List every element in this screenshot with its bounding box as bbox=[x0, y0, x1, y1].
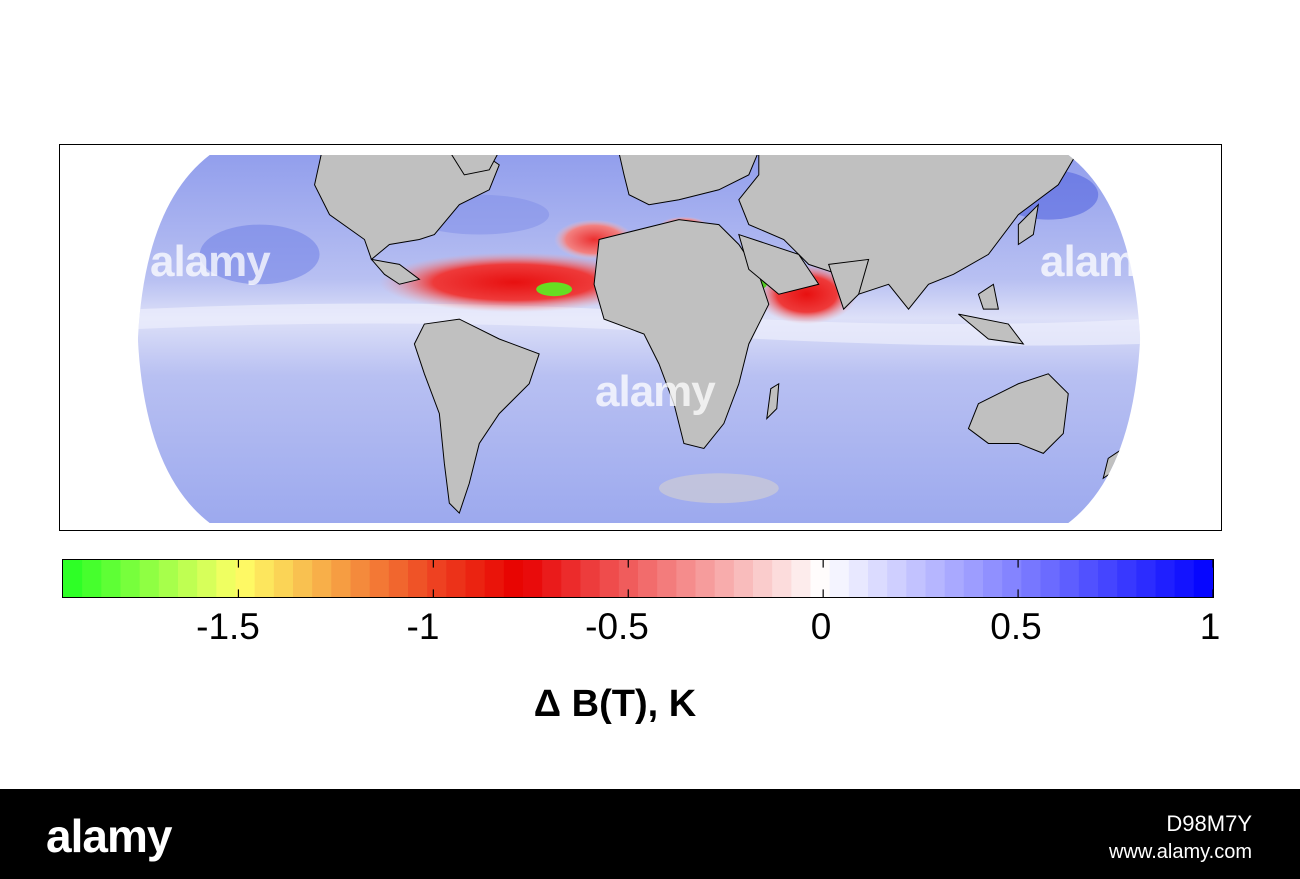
colorbar-step bbox=[1136, 560, 1157, 597]
map-frame: alamy alamy alamy bbox=[59, 144, 1222, 531]
colorbar-step bbox=[1021, 560, 1042, 597]
colorbar-step bbox=[561, 560, 582, 597]
colorbar-step bbox=[1098, 560, 1118, 597]
colorbar-step bbox=[1193, 560, 1213, 597]
colorbar-step bbox=[63, 560, 83, 597]
colorbar-step bbox=[503, 560, 524, 597]
colorbar-step bbox=[657, 560, 677, 597]
colorbar-step bbox=[254, 560, 275, 597]
atlantic-anomaly bbox=[379, 252, 649, 313]
footer-url: www.alamy.com bbox=[1109, 841, 1252, 863]
colorbar-step bbox=[1117, 560, 1137, 597]
colorbar-step bbox=[197, 560, 217, 597]
tick-label-neg1.5: -1.5 bbox=[196, 606, 260, 647]
colorbar-step bbox=[408, 560, 428, 597]
colorbar-step bbox=[906, 560, 927, 597]
colorbar-step bbox=[216, 560, 237, 597]
colorbar-step bbox=[427, 560, 447, 597]
colorbar-step bbox=[120, 560, 141, 597]
tick-label-0: 0 bbox=[810, 606, 832, 647]
colorbar-step bbox=[331, 560, 352, 597]
colorbar-step bbox=[235, 560, 256, 597]
colorbar-step bbox=[1002, 560, 1022, 597]
land bbox=[314, 154, 1124, 515]
tick-label-neg1: -1 bbox=[406, 606, 440, 647]
colorbar-step bbox=[753, 560, 773, 597]
ocean-field bbox=[137, 154, 1141, 524]
atlantic-minimum bbox=[536, 282, 573, 297]
colorbar-step bbox=[695, 560, 716, 597]
colorbar-step bbox=[542, 560, 562, 597]
colorbar-step bbox=[1059, 560, 1080, 597]
tick-label-neg0.5: -0.5 bbox=[585, 606, 649, 647]
colorbar-step bbox=[312, 560, 332, 597]
colorbar-step bbox=[848, 560, 869, 597]
watermark-right: alamy bbox=[1040, 237, 1161, 286]
colorbar bbox=[62, 559, 1214, 598]
world-map bbox=[137, 154, 1141, 524]
colorbar-step bbox=[1040, 560, 1061, 597]
colorbar-step bbox=[369, 560, 390, 597]
colorbar-step bbox=[638, 560, 658, 597]
colorbar-gradient bbox=[63, 560, 1213, 597]
colorbar-step bbox=[101, 560, 122, 597]
colorbar-step bbox=[714, 560, 735, 597]
colorbar-step bbox=[139, 560, 160, 597]
watermark-left: alamy bbox=[150, 237, 271, 286]
colorbar-step bbox=[523, 560, 543, 597]
colorbar-step bbox=[963, 560, 984, 597]
footer-bar: alamy D98M7Y www.alamy.com bbox=[0, 789, 1300, 879]
colorbar-step bbox=[350, 560, 371, 597]
colorbar-step bbox=[1078, 560, 1099, 597]
colorbar-step bbox=[82, 560, 102, 597]
colorbar-step bbox=[983, 560, 1003, 597]
image-id: D98M7Y bbox=[1166, 811, 1252, 836]
colorbar-step bbox=[1174, 560, 1195, 597]
colorbar-step bbox=[599, 560, 620, 597]
colorbar-step bbox=[944, 560, 965, 597]
colorbar-step bbox=[887, 560, 907, 597]
colorbar-step bbox=[772, 560, 792, 597]
colorbar-step bbox=[676, 560, 697, 597]
watermark-center: alamy bbox=[595, 367, 716, 416]
colorbar-step bbox=[1155, 560, 1176, 597]
colorbar-step bbox=[925, 560, 946, 597]
colorbar-step bbox=[273, 560, 294, 597]
colorbar-title: Δ B(T), K bbox=[533, 683, 697, 725]
colorbar-step bbox=[388, 560, 409, 597]
tick-label-1: 1 bbox=[1199, 606, 1221, 647]
colorbar-step bbox=[868, 560, 888, 597]
colorbar-step bbox=[158, 560, 179, 597]
colorbar-step bbox=[580, 560, 601, 597]
colorbar-step bbox=[829, 560, 850, 597]
colorbar-step bbox=[484, 560, 505, 597]
colorbar-step bbox=[810, 560, 831, 597]
tick-label-0.5: 0.5 bbox=[990, 606, 1042, 647]
colorbar-step bbox=[178, 560, 198, 597]
colorbar-step bbox=[733, 560, 754, 597]
colorbar-step bbox=[618, 560, 639, 597]
colorbar-step bbox=[791, 560, 812, 597]
colorbar-step bbox=[446, 560, 467, 597]
colorbar-step bbox=[465, 560, 486, 597]
footer-logo: alamy bbox=[46, 810, 172, 862]
colorbar-step bbox=[293, 560, 313, 597]
